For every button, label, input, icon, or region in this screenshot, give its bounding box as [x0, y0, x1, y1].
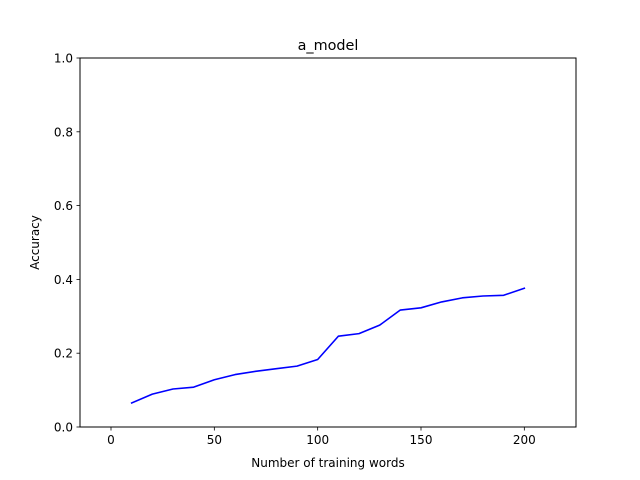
y-tick-label: 0.2	[54, 347, 73, 361]
x-tick-label: 150	[410, 433, 433, 447]
x-tick-label: 50	[207, 433, 222, 447]
x-tick-label: 0	[107, 433, 115, 447]
series-group	[130, 287, 526, 405]
x-tick-label: 100	[306, 433, 329, 447]
x-axis-ticks: 0 50 100 150 200	[107, 427, 536, 447]
y-tick-label: 0.4	[54, 273, 73, 287]
x-tick-label: 200	[513, 433, 536, 447]
plot-frame	[79, 57, 577, 428]
y-axis-label: Accuracy	[28, 215, 42, 270]
y-tick-label: 1.0	[54, 52, 73, 66]
y-axis-ticks: 0.0 0.2 0.4 0.6 0.8 1.0	[54, 52, 80, 435]
y-tick-label: 0.0	[54, 421, 73, 435]
series-line	[130, 287, 526, 405]
x-axis-label: Number of training words	[251, 456, 404, 470]
chart-title: a_model	[298, 38, 359, 54]
y-tick-label: 0.8	[54, 125, 73, 139]
y-tick-label: 0.6	[54, 199, 73, 213]
